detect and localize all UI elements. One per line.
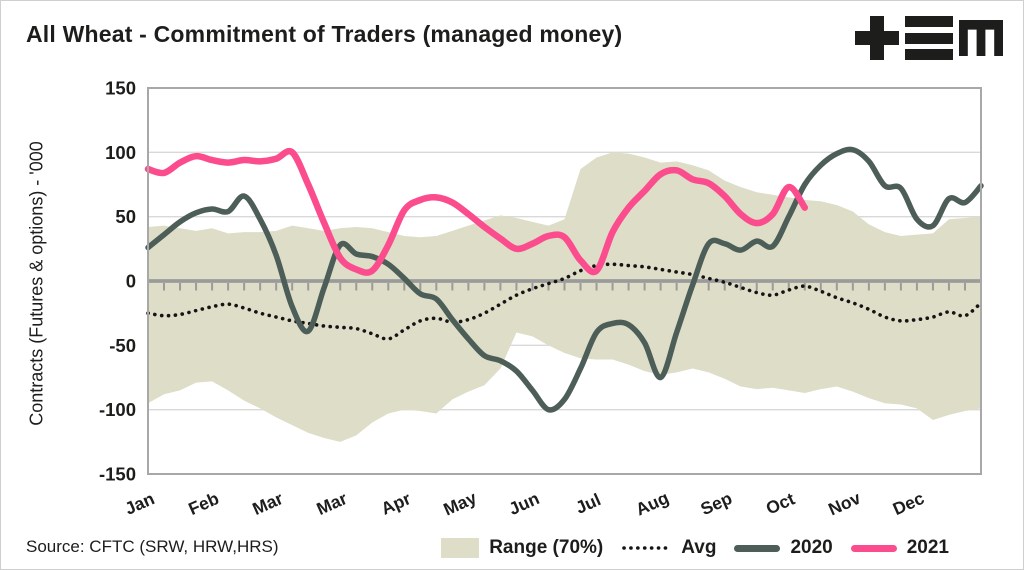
y-tick-label: -150 [99, 464, 136, 485]
source-note: Source: CFTC (SRW, HRW,HRS) [26, 537, 279, 556]
x-tick-label: Aug [633, 487, 672, 519]
x-tick-label: Apr [378, 488, 414, 519]
y-tick-label: 0 [126, 271, 136, 292]
x-tick-label: Feb [185, 488, 222, 519]
legend-avg-dotted-line [622, 546, 671, 550]
y-tick-label: 150 [105, 78, 136, 99]
x-tick-label: Nov [825, 488, 864, 520]
logo-plus-icon [855, 16, 899, 60]
legend-2020-line [734, 544, 781, 552]
logo-m-icon [959, 20, 1003, 56]
tem-logo [855, 14, 1003, 62]
y-tick-label: 100 [105, 142, 136, 163]
page-title: All Wheat - Commitment of Traders (manag… [26, 21, 623, 47]
y-tick-label: 50 [115, 206, 136, 227]
legend-2020-label: 2020 [790, 537, 833, 558]
x-tick-label: Jan [122, 488, 158, 519]
legend-2021-line [850, 544, 897, 552]
legend-2021-label: 2021 [906, 537, 949, 558]
legend-avg-label: Avg [681, 537, 717, 558]
y-axis-title: Contracts (Futures & options) - '000 [26, 141, 47, 426]
x-tick-label: Mar [314, 488, 351, 519]
x-tick-label: Oct [763, 488, 798, 518]
logo-bars-icon [905, 16, 953, 60]
x-tick-label: Dec [890, 488, 928, 519]
x-tick-label: Jun [506, 488, 543, 519]
legend-range-swatch [441, 538, 480, 558]
x-tick-label: Mar [249, 488, 286, 519]
x-tick-label: Sep [698, 488, 735, 519]
x-tick-label: May [440, 487, 479, 519]
legend-range-label: Range (70%) [489, 537, 604, 558]
y-tick-label: -50 [109, 335, 136, 356]
y-tick-label: -100 [99, 399, 136, 420]
x-tick-label: Jul [572, 489, 603, 518]
chart-legend: Range (70%) Avg 2020 2021 [441, 537, 957, 559]
